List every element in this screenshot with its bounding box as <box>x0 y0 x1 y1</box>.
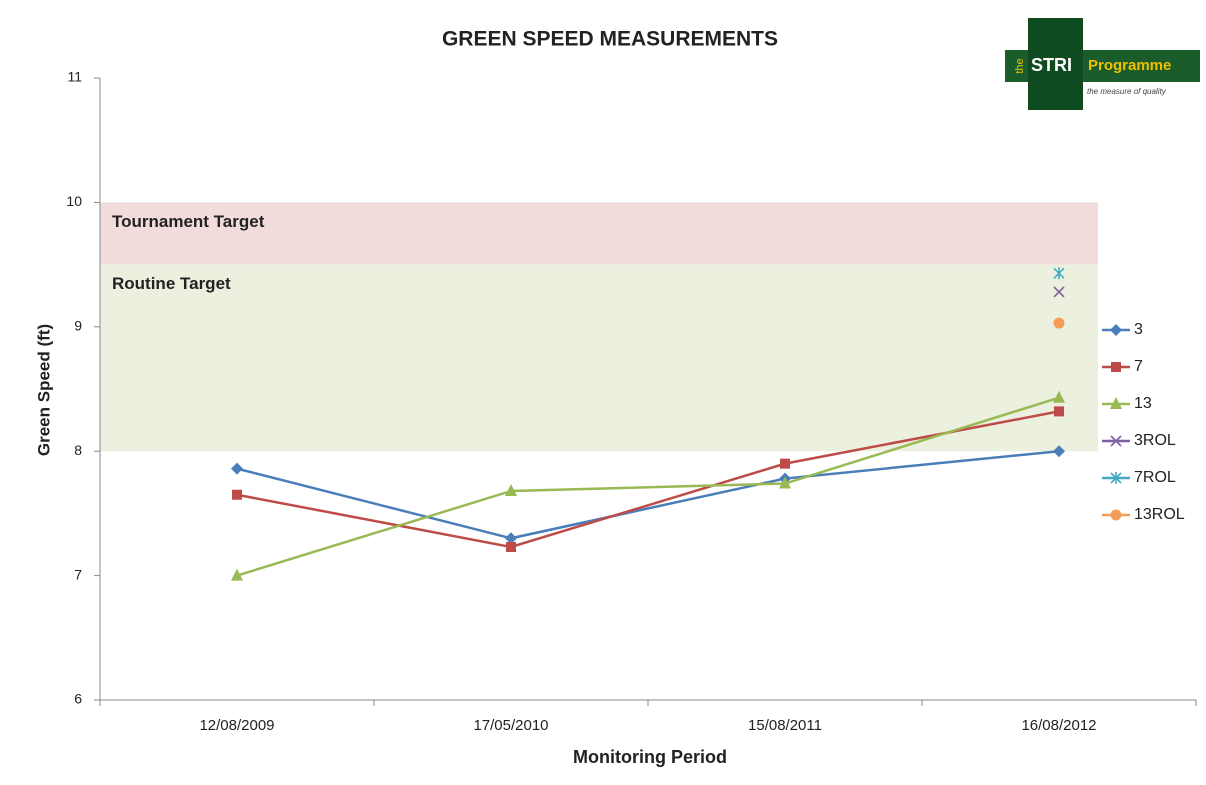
y-axis-label: Green Speed (ft) <box>34 324 53 456</box>
legend-label: 13ROL <box>1134 506 1185 523</box>
legend-marker <box>1110 472 1122 484</box>
y-tick-label: 6 <box>74 691 82 707</box>
x-tick-label: 15/08/2011 <box>748 717 822 734</box>
chart-title: GREEN SPEED MEASUREMENTS <box>442 28 778 51</box>
logo: the STRI Programme the measure of qualit… <box>1005 18 1200 110</box>
y-tick-label: 8 <box>74 442 82 458</box>
data-point <box>1053 317 1065 329</box>
y-tick-label: 11 <box>67 69 82 85</box>
data-point <box>779 476 791 489</box>
target-band <box>100 264 1098 452</box>
legend-marker <box>1111 362 1121 372</box>
x-axis-label: Monitoring Period <box>573 747 727 767</box>
legend-label: 3 <box>1134 321 1143 338</box>
series-line <box>236 449 1060 540</box>
data-point <box>231 462 243 475</box>
logo-name: STRI <box>1031 55 1072 75</box>
legend-label: 7ROL <box>1134 469 1176 486</box>
data-point <box>1053 286 1065 298</box>
series-line <box>236 396 1060 577</box>
data-point <box>780 458 790 469</box>
logo-prefix: the <box>1014 58 1026 73</box>
y-tick-label: 7 <box>74 566 82 582</box>
target-band <box>100 202 1098 265</box>
data-point <box>1053 390 1065 403</box>
x-tick-label: 17/05/2010 <box>473 717 548 734</box>
legend-marker <box>1110 435 1122 447</box>
data-point <box>1053 445 1065 458</box>
data-point <box>506 541 516 552</box>
legend-marker <box>1110 324 1122 336</box>
legend-label: 7 <box>1134 358 1143 375</box>
y-tick-label: 9 <box>74 318 82 334</box>
data-point <box>505 484 517 497</box>
data-point <box>231 568 243 581</box>
logo-block <box>1028 18 1083 110</box>
x-tick-label: 12/08/2009 <box>199 717 274 734</box>
y-tick-label: 10 <box>66 193 82 209</box>
legend-marker <box>1110 397 1122 409</box>
logo-suffix: Programme <box>1088 57 1171 74</box>
data-point <box>505 532 517 545</box>
logo-tagline: the measure of quality <box>1087 87 1167 96</box>
series-line <box>236 410 1060 549</box>
band-label: Routine Target <box>112 274 231 293</box>
data-point <box>232 489 242 500</box>
data-point <box>1054 406 1064 417</box>
x-tick-label: 16/08/2012 <box>1021 717 1096 734</box>
data-point <box>1053 267 1065 280</box>
band-label: Tournament Target <box>112 212 265 231</box>
legend-label: 3ROL <box>1134 432 1176 449</box>
legend-marker <box>1110 509 1122 521</box>
legend-label: 13 <box>1134 395 1152 412</box>
